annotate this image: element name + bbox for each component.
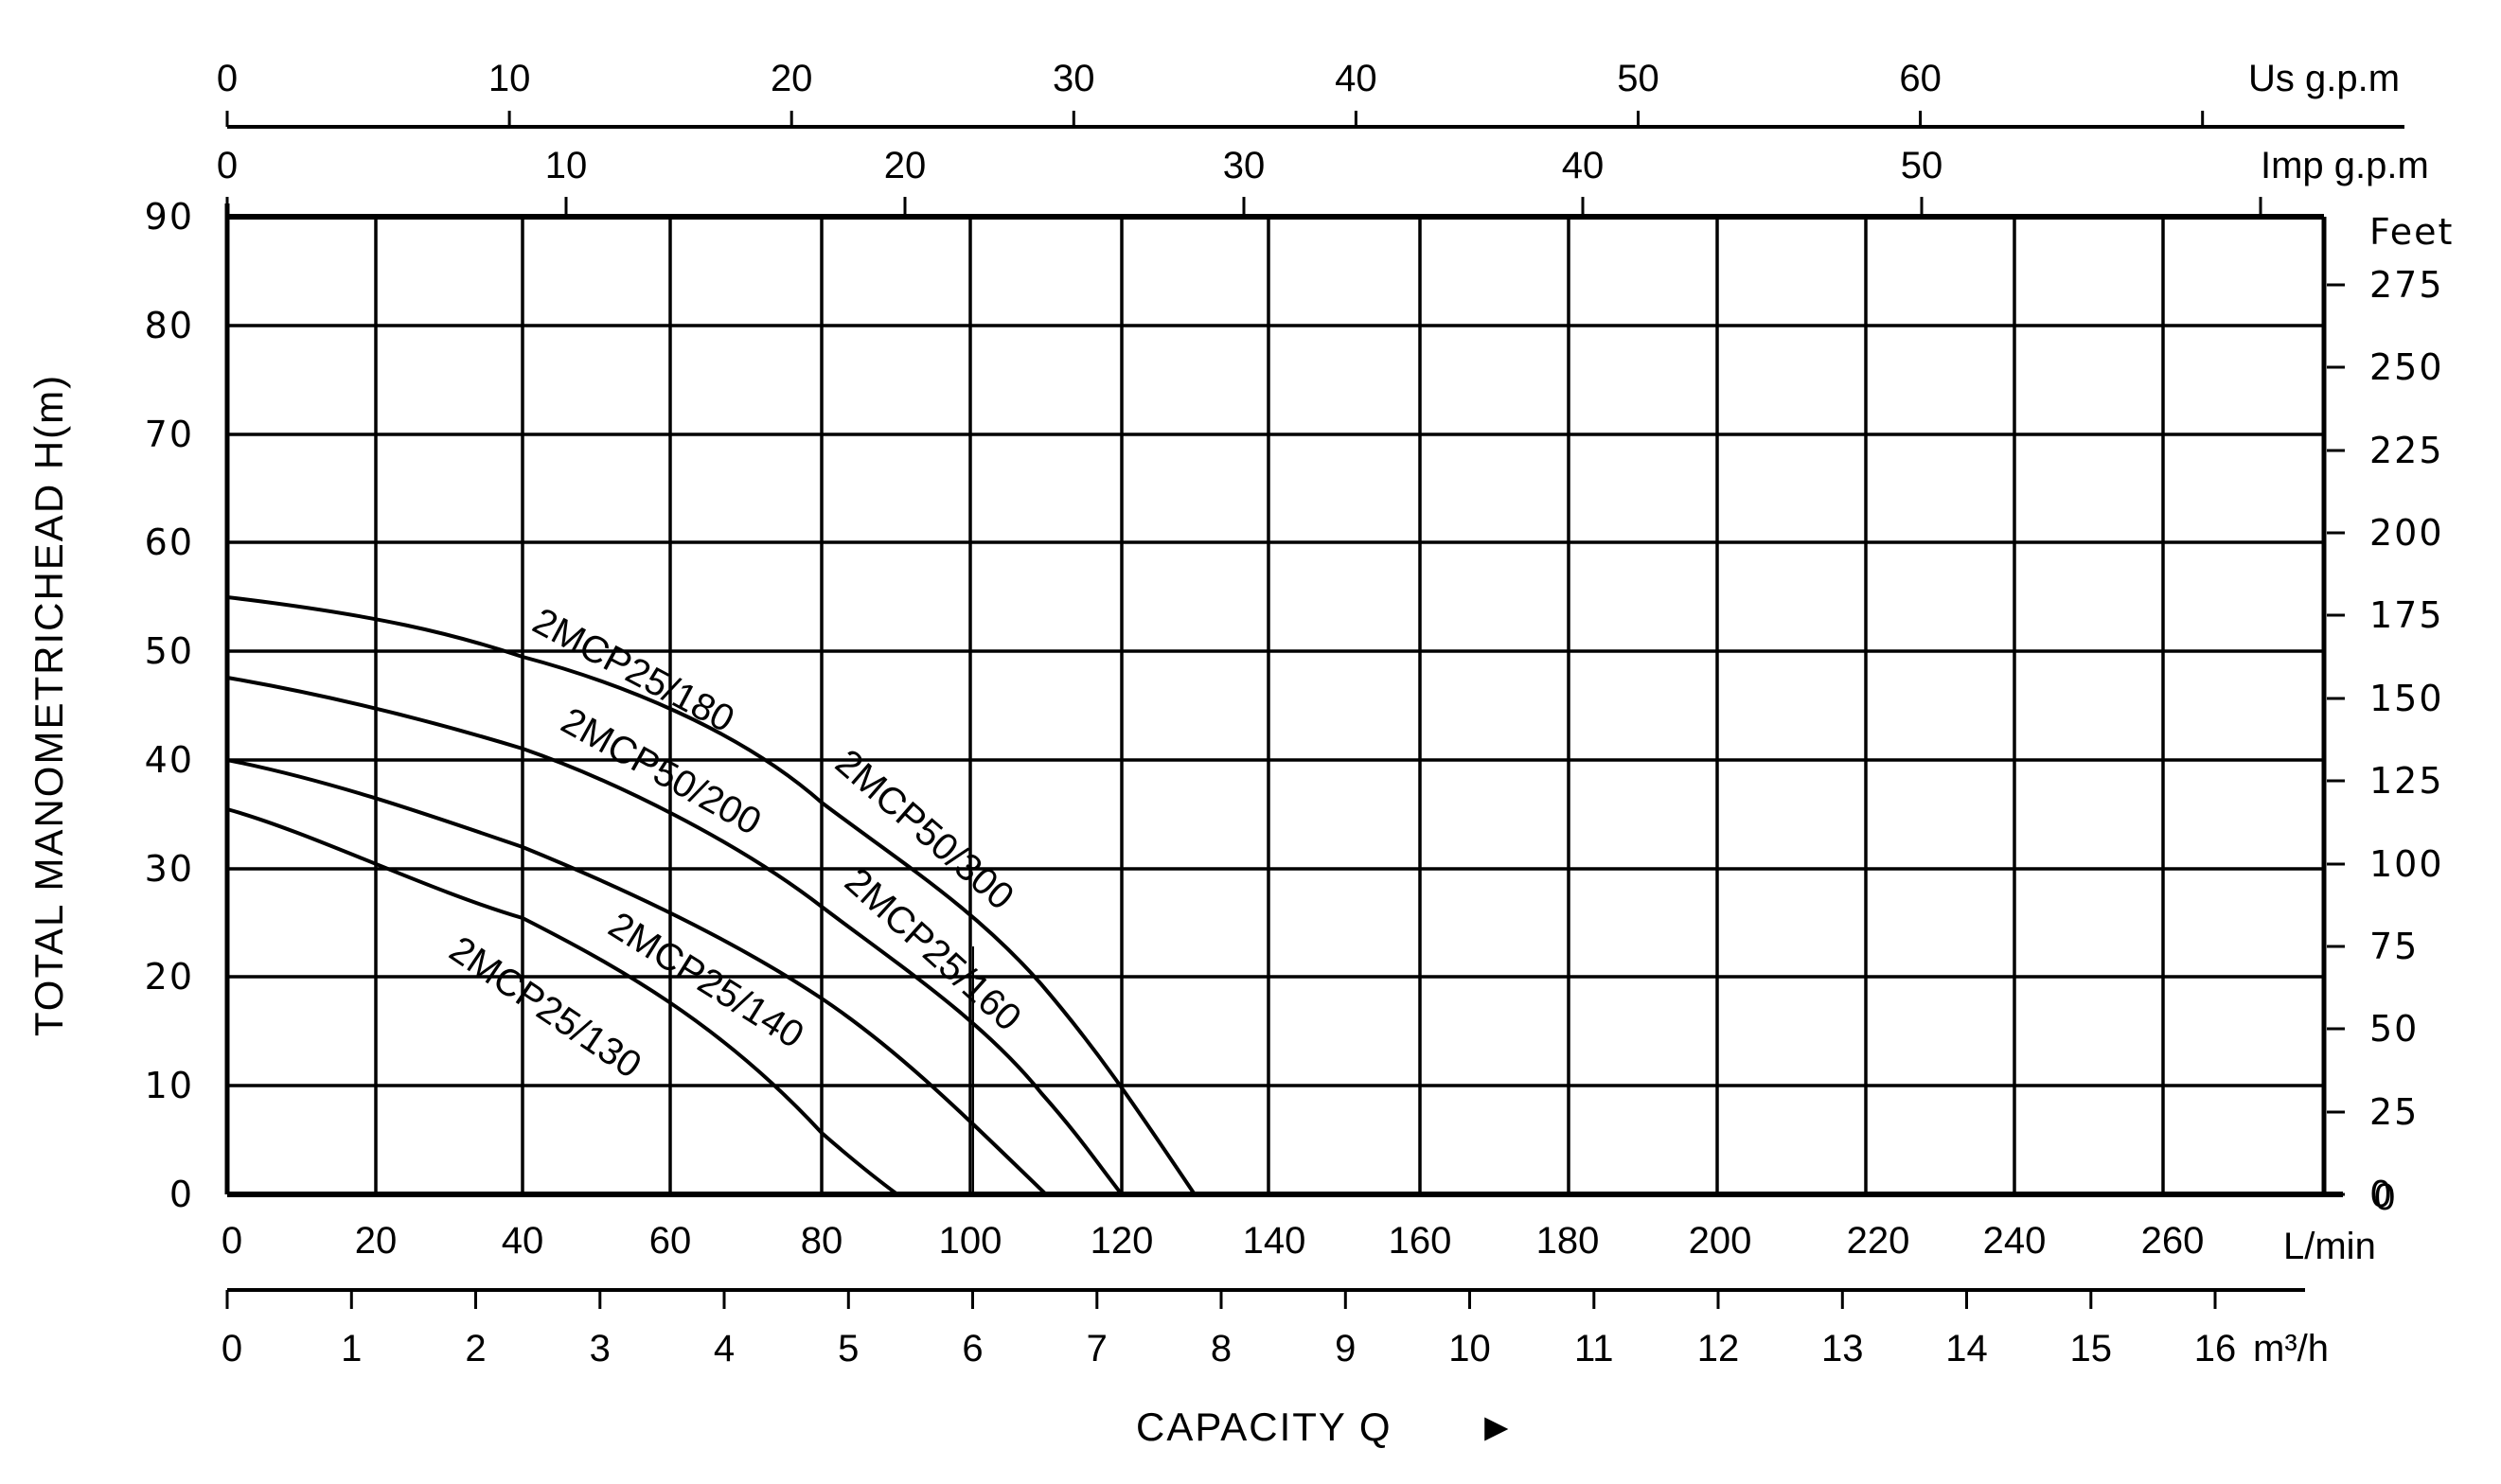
lpm-tick: 120 [1091,1220,1154,1262]
feet-tick: 275 [2369,264,2444,306]
curve-labels: 2MCP25/180 2MCP50/300 2MCP50/200 2MCP25/… [442,600,1029,1086]
y-tick: 40 [145,739,194,781]
feet-tick: 25 [2369,1091,2419,1133]
m3h-tick: 11 [1574,1328,1614,1369]
x-axis-title-group: CAPACITY Q ► [1136,1404,1518,1449]
m3h-tick: 10 [1448,1328,1491,1369]
lpm-tick: 220 [1847,1220,1910,1262]
lpm-tick: 40 [502,1220,544,1262]
m3h-tick: 16 [2194,1328,2237,1369]
us-tick: 40 [1335,58,1377,99]
m3h-tick: 3 [590,1328,611,1369]
y-axis-title: TOTAL MANOMETRICHEAD H(m) [27,374,71,1036]
y-tick: 70 [145,414,194,455]
m3h-tick: 13 [1821,1328,1864,1369]
lpm-tick: 160 [1389,1220,1452,1262]
m3h-tick: 0 [222,1328,242,1369]
curve-2mcp25-140 [225,758,1048,1196]
lpm-tick: 260 [2141,1220,2205,1262]
us-tick: 60 [1899,58,1942,99]
imp-tick: 20 [884,145,927,186]
y-tick: 30 [145,848,194,890]
curve-2mcp25-180 [225,595,1197,1196]
y-axis-meters: 90 80 70 60 50 40 30 20 10 0 TOTAL MANOM… [27,196,194,1215]
y-tick: 50 [145,630,194,672]
lpm-tick: 180 [1536,1220,1600,1262]
lpm-tick: 20 [355,1220,398,1262]
m3h-tick: 9 [1335,1328,1356,1369]
m3h-tick: 2 [465,1328,486,1369]
imp-tick: 30 [1223,145,1266,186]
us-tick: 30 [1053,58,1095,99]
lpm-tick: 80 [801,1220,843,1262]
plot-grid [224,203,2343,1197]
feet-unit: Feet [2369,211,2454,253]
feet-tick: 125 [2369,760,2444,802]
y-tick: 20 [145,956,194,998]
performance-curves [225,595,1197,1196]
lpm-unit: L/min [2283,1226,2376,1267]
feet-zero-label: 0 [2374,1176,2395,1218]
label-2mcp25-130: 2MCP25/130 [442,928,648,1086]
m3h-tick: 7 [1087,1328,1108,1369]
us-tick: 10 [488,58,531,99]
m3h-tick: 6 [962,1328,983,1369]
y-axis-feet: Feet 275 250 225 200 175 150 125 100 75 … [2327,211,2454,1215]
us-tick: 0 [217,58,238,99]
m3h-tick: 4 [714,1328,735,1369]
y-tick: 0 [169,1174,194,1215]
imp-gpm-unit: Imp g.p.m [2261,145,2429,186]
m3h-unit: m³/h [2253,1328,2329,1369]
feet-tick: 50 [2369,1008,2419,1050]
lpm-tick: 140 [1243,1220,1306,1262]
feet-tick: 150 [2369,678,2444,719]
m3h-tick: 1 [341,1328,362,1369]
feet-tick: 75 [2369,926,2419,967]
us-tick: 20 [771,58,813,99]
m3h-tick: 15 [2070,1328,2113,1369]
curve-2mcp50-200 [225,676,1124,1196]
label-2mcp25-180: 2MCP25/180 [526,600,741,740]
imp-tick: 10 [545,145,588,186]
m3h-tick: 5 [838,1328,859,1369]
lpm-tick: 0 [222,1220,242,1262]
us-gpm-axis: 0 10 20 30 40 50 60 Us g.p.m [217,58,2404,129]
m3h-tick: 12 [1697,1328,1740,1369]
imp-tick: 40 [1562,145,1605,186]
y-tick: 60 [145,521,194,563]
lpm-tick: 200 [1689,1220,1752,1262]
x-axis-m3h: 0 1 2 3 4 5 6 7 8 9 10 11 12 13 14 15 16… [222,1288,2329,1369]
feet-tick: 0 [2369,1174,2394,1215]
lpm-tick: 100 [939,1220,1002,1262]
y-tick: 80 [145,305,194,346]
us-tick: 50 [1617,58,1659,99]
feet-tick: 225 [2369,430,2444,471]
y-tick: 90 [145,196,194,238]
y-tick: 10 [145,1065,194,1106]
x-axis-title: CAPACITY Q [1136,1404,1392,1449]
lpm-tick: 240 [1983,1220,2047,1262]
curve-2mcp25-130 [225,807,899,1196]
imp-gpm-axis: 0 10 20 30 40 50 Imp g.p.m [217,145,2429,217]
imp-tick: 50 [1901,145,1943,186]
x-axis-lpm: 0 20 40 60 80 100 120 140 160 180 200 22… [222,1176,2395,1267]
imp-tick: 0 [217,145,238,186]
lpm-tick: 60 [649,1220,692,1262]
feet-tick: 250 [2369,346,2444,388]
feet-tick: 175 [2369,594,2444,636]
m3h-tick: 8 [1211,1328,1232,1369]
us-gpm-unit: Us g.p.m [2248,58,2400,99]
m3h-tick: 14 [1945,1328,1988,1369]
arrow-right-icon: ► [1477,1404,1518,1449]
feet-tick: 200 [2369,512,2444,554]
feet-tick: 100 [2369,843,2444,885]
